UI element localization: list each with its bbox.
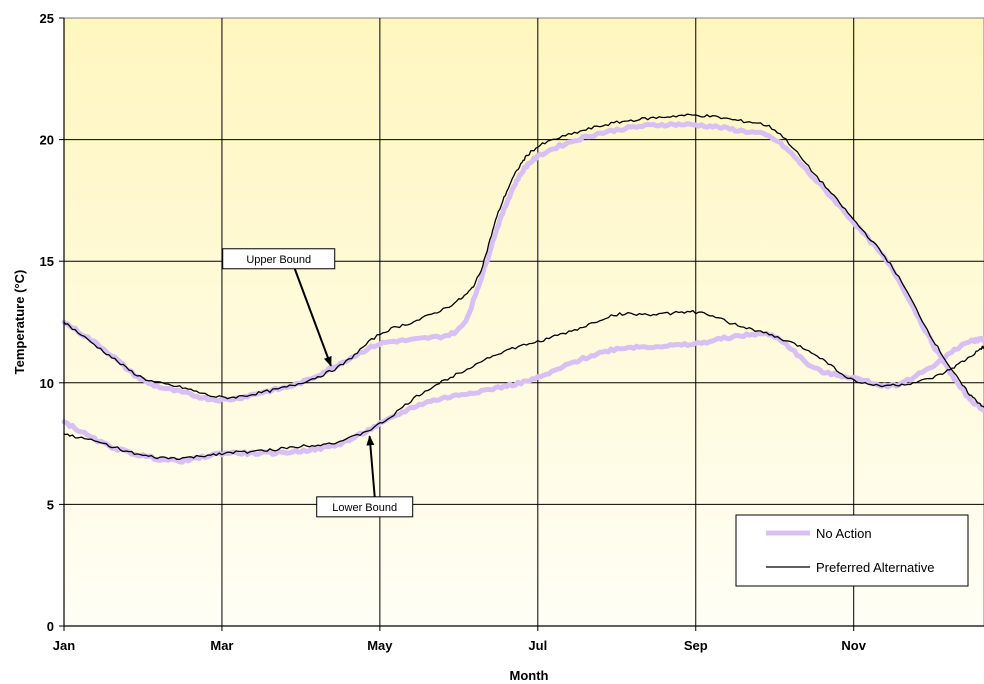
legend: No Action Preferred Alternative — [735, 514, 969, 587]
annotation-box — [316, 496, 414, 518]
annotation-arrow — [366, 435, 376, 497]
x-axis-title: Month — [510, 668, 549, 683]
series-layer — [61, 113, 984, 465]
y-tick-label: 0 — [47, 619, 54, 634]
x-tick-label: Jan — [53, 638, 75, 653]
y-tick-label: 15 — [40, 254, 54, 269]
y-axis-title: Temperature (°C) — [12, 270, 27, 375]
x-tick-label: Mar — [210, 638, 233, 653]
annotation-label: Upper Bound — [246, 254, 311, 266]
no-action-upper-bound-line — [61, 121, 984, 413]
legend-label-no-action: No Action — [816, 526, 872, 541]
annotation-arrow — [293, 268, 332, 367]
x-tick-label: Jul — [528, 638, 547, 653]
annotation-box — [222, 248, 336, 270]
annotation-label: Lower Bound — [332, 502, 397, 514]
axes: 0 5 10 15 20 25 Jan Mar May Jul Sep Nov — [40, 11, 984, 653]
x-tick-label: Sep — [684, 638, 708, 653]
preferred-alternative-upper-bound-line — [63, 113, 984, 408]
y-tick-label: 25 — [40, 11, 54, 26]
annotations: Upper Bound Lower Bound — [222, 248, 414, 518]
annotation-lower-bound: Lower Bound — [316, 435, 414, 518]
y-tick-label: 10 — [40, 376, 54, 391]
x-tick-label: May — [367, 638, 393, 653]
y-tick-label: 5 — [47, 497, 54, 512]
legend-box — [735, 514, 969, 587]
x-tick-label: Nov — [841, 638, 866, 653]
legend-label-preferred-alternative: Preferred Alternative — [816, 560, 935, 575]
annotation-upper-bound: Upper Bound — [222, 248, 336, 367]
y-tick-label: 20 — [40, 133, 54, 148]
preferred-alternative-lower-bound-line — [63, 309, 984, 460]
